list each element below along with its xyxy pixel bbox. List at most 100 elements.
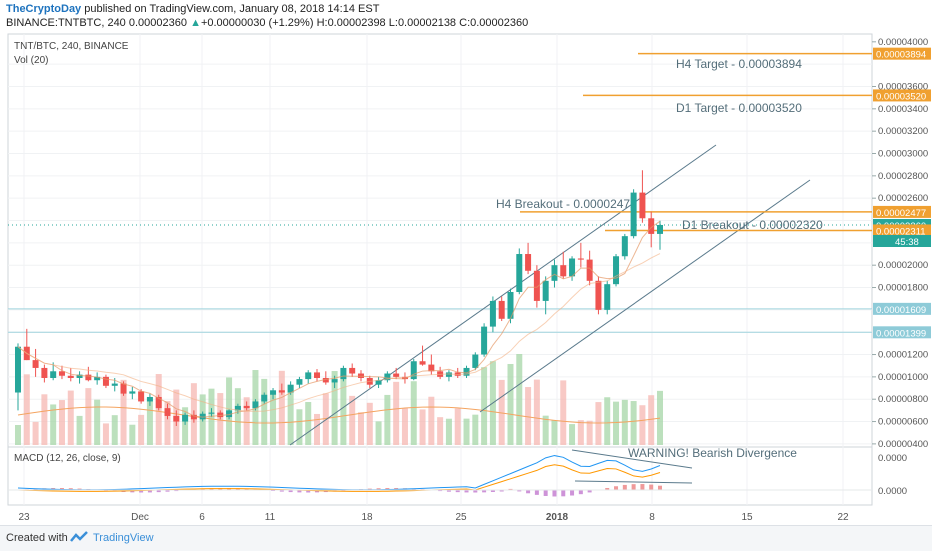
close-value: 0.00002360 [470,17,529,29]
tradingview-logo-icon [70,531,88,542]
candle-body [604,284,611,310]
volume-bar [393,381,400,445]
candle-body [375,380,382,385]
volume-bar [85,388,92,445]
volume-bar [472,414,479,445]
macd-bar [446,490,451,492]
y-tick-label: 0.00002800 [878,171,928,182]
change-value: +0.00000030 (+1.29%) [200,17,314,29]
divergence-label: WARNING! Bearish Divergence [628,446,797,460]
candle-body [401,376,408,380]
price-badge-label: 0.00001609 [876,305,926,316]
price-badge [873,47,931,60]
candle-body [173,415,180,422]
macd-bar [165,490,170,492]
volume-bar [314,413,321,445]
volume-bar [32,421,39,445]
candle-body [569,258,576,277]
candle-body [252,401,259,409]
macd-bar [631,484,636,491]
footer: Created with TradingView [0,525,932,551]
x-tick-label: 8 [649,512,655,523]
volume-bar [384,394,391,445]
chart-frame [7,33,873,506]
candle-body [208,412,215,414]
candle-body [190,414,197,420]
y-tick-label: 0.00002600 [878,193,928,204]
candle-body [507,291,514,319]
volume-bar [270,393,277,445]
volume-bar [410,381,417,445]
author-link[interactable]: TheCryptoDay [6,3,82,15]
volume-bar [261,378,268,445]
open-value: 0.00002360 [128,17,187,29]
volume-bar [463,418,470,445]
volume-bar [481,367,488,445]
price-chart[interactable]: H4 Target - 0.00003894 D1 Target - 0.0000… [0,0,932,525]
candle-body [287,384,294,393]
candle-body [50,371,57,378]
candle-body [639,192,646,219]
y-tick-label: 0.00001800 [878,283,928,294]
volume-bar [349,395,356,445]
price-badge [873,224,931,237]
volume-bar [630,401,637,445]
macd-bar [570,490,575,496]
volume-bar [604,397,611,445]
y-tick-label: 0.00001200 [878,350,928,361]
macd-bar [218,488,223,491]
price-badge [873,89,931,102]
candle-body [445,372,452,377]
divergence-line [574,480,693,484]
y-tick-label: 0.00001000 [878,372,928,383]
high-label: H: [316,17,328,29]
countdown-badge [873,235,931,247]
y-tick-label: 0.00003200 [878,126,928,137]
price-ma-fast [17,220,661,418]
price-badge-label: 0.00003894 [876,50,926,61]
target-label: D1 Breakout - 0.00002320 [682,218,823,232]
macd-bar [209,488,214,491]
candle-body [489,300,496,327]
candle-body [463,367,470,376]
x-tick-label: 22 [837,512,849,523]
up-arrow-icon: ▲ [190,17,201,29]
price-ma-slow [17,253,661,412]
price-badge-label: 0.00003520 [876,91,926,102]
volume-bar [138,414,145,445]
macd-bar [279,490,284,492]
candle-body [182,414,189,422]
macd-bar [297,490,302,493]
candle-body [516,254,523,292]
candle-body [481,326,488,355]
volume-bar [577,420,584,445]
volume-bar [94,399,101,445]
candle-body [551,265,558,281]
volume-bar [437,417,444,445]
macd-bar [455,490,460,493]
volume-bar [102,423,109,445]
macd-label: MACD (12, 26, close, 9) [14,453,121,464]
high-value: 0.00002398 [327,17,386,29]
macd-bar [614,486,619,491]
macd-bar [552,490,557,497]
y-tick-label: 0.00004000 [878,37,928,48]
volume-bar [287,385,294,445]
candle-body [270,390,277,395]
volume-bar [657,390,663,445]
volume-bar [164,401,171,445]
candle-body [111,383,118,386]
macd-bar [517,490,522,492]
volume-bar [23,374,30,445]
price-badge [873,326,931,339]
macd-bar [235,488,240,491]
x-tick-label: 18 [361,512,373,523]
macd-bar [482,490,487,493]
y-tick-label: 0.00002000 [878,260,928,271]
volume-bar [322,393,329,445]
tradingview-link[interactable]: TradingView [93,532,154,544]
volume-bar [305,402,312,445]
low-value: 0.00002138 [397,17,457,29]
publish-header: TheCryptoDay published on TradingView.co… [6,3,379,15]
volume-bar [586,420,593,445]
